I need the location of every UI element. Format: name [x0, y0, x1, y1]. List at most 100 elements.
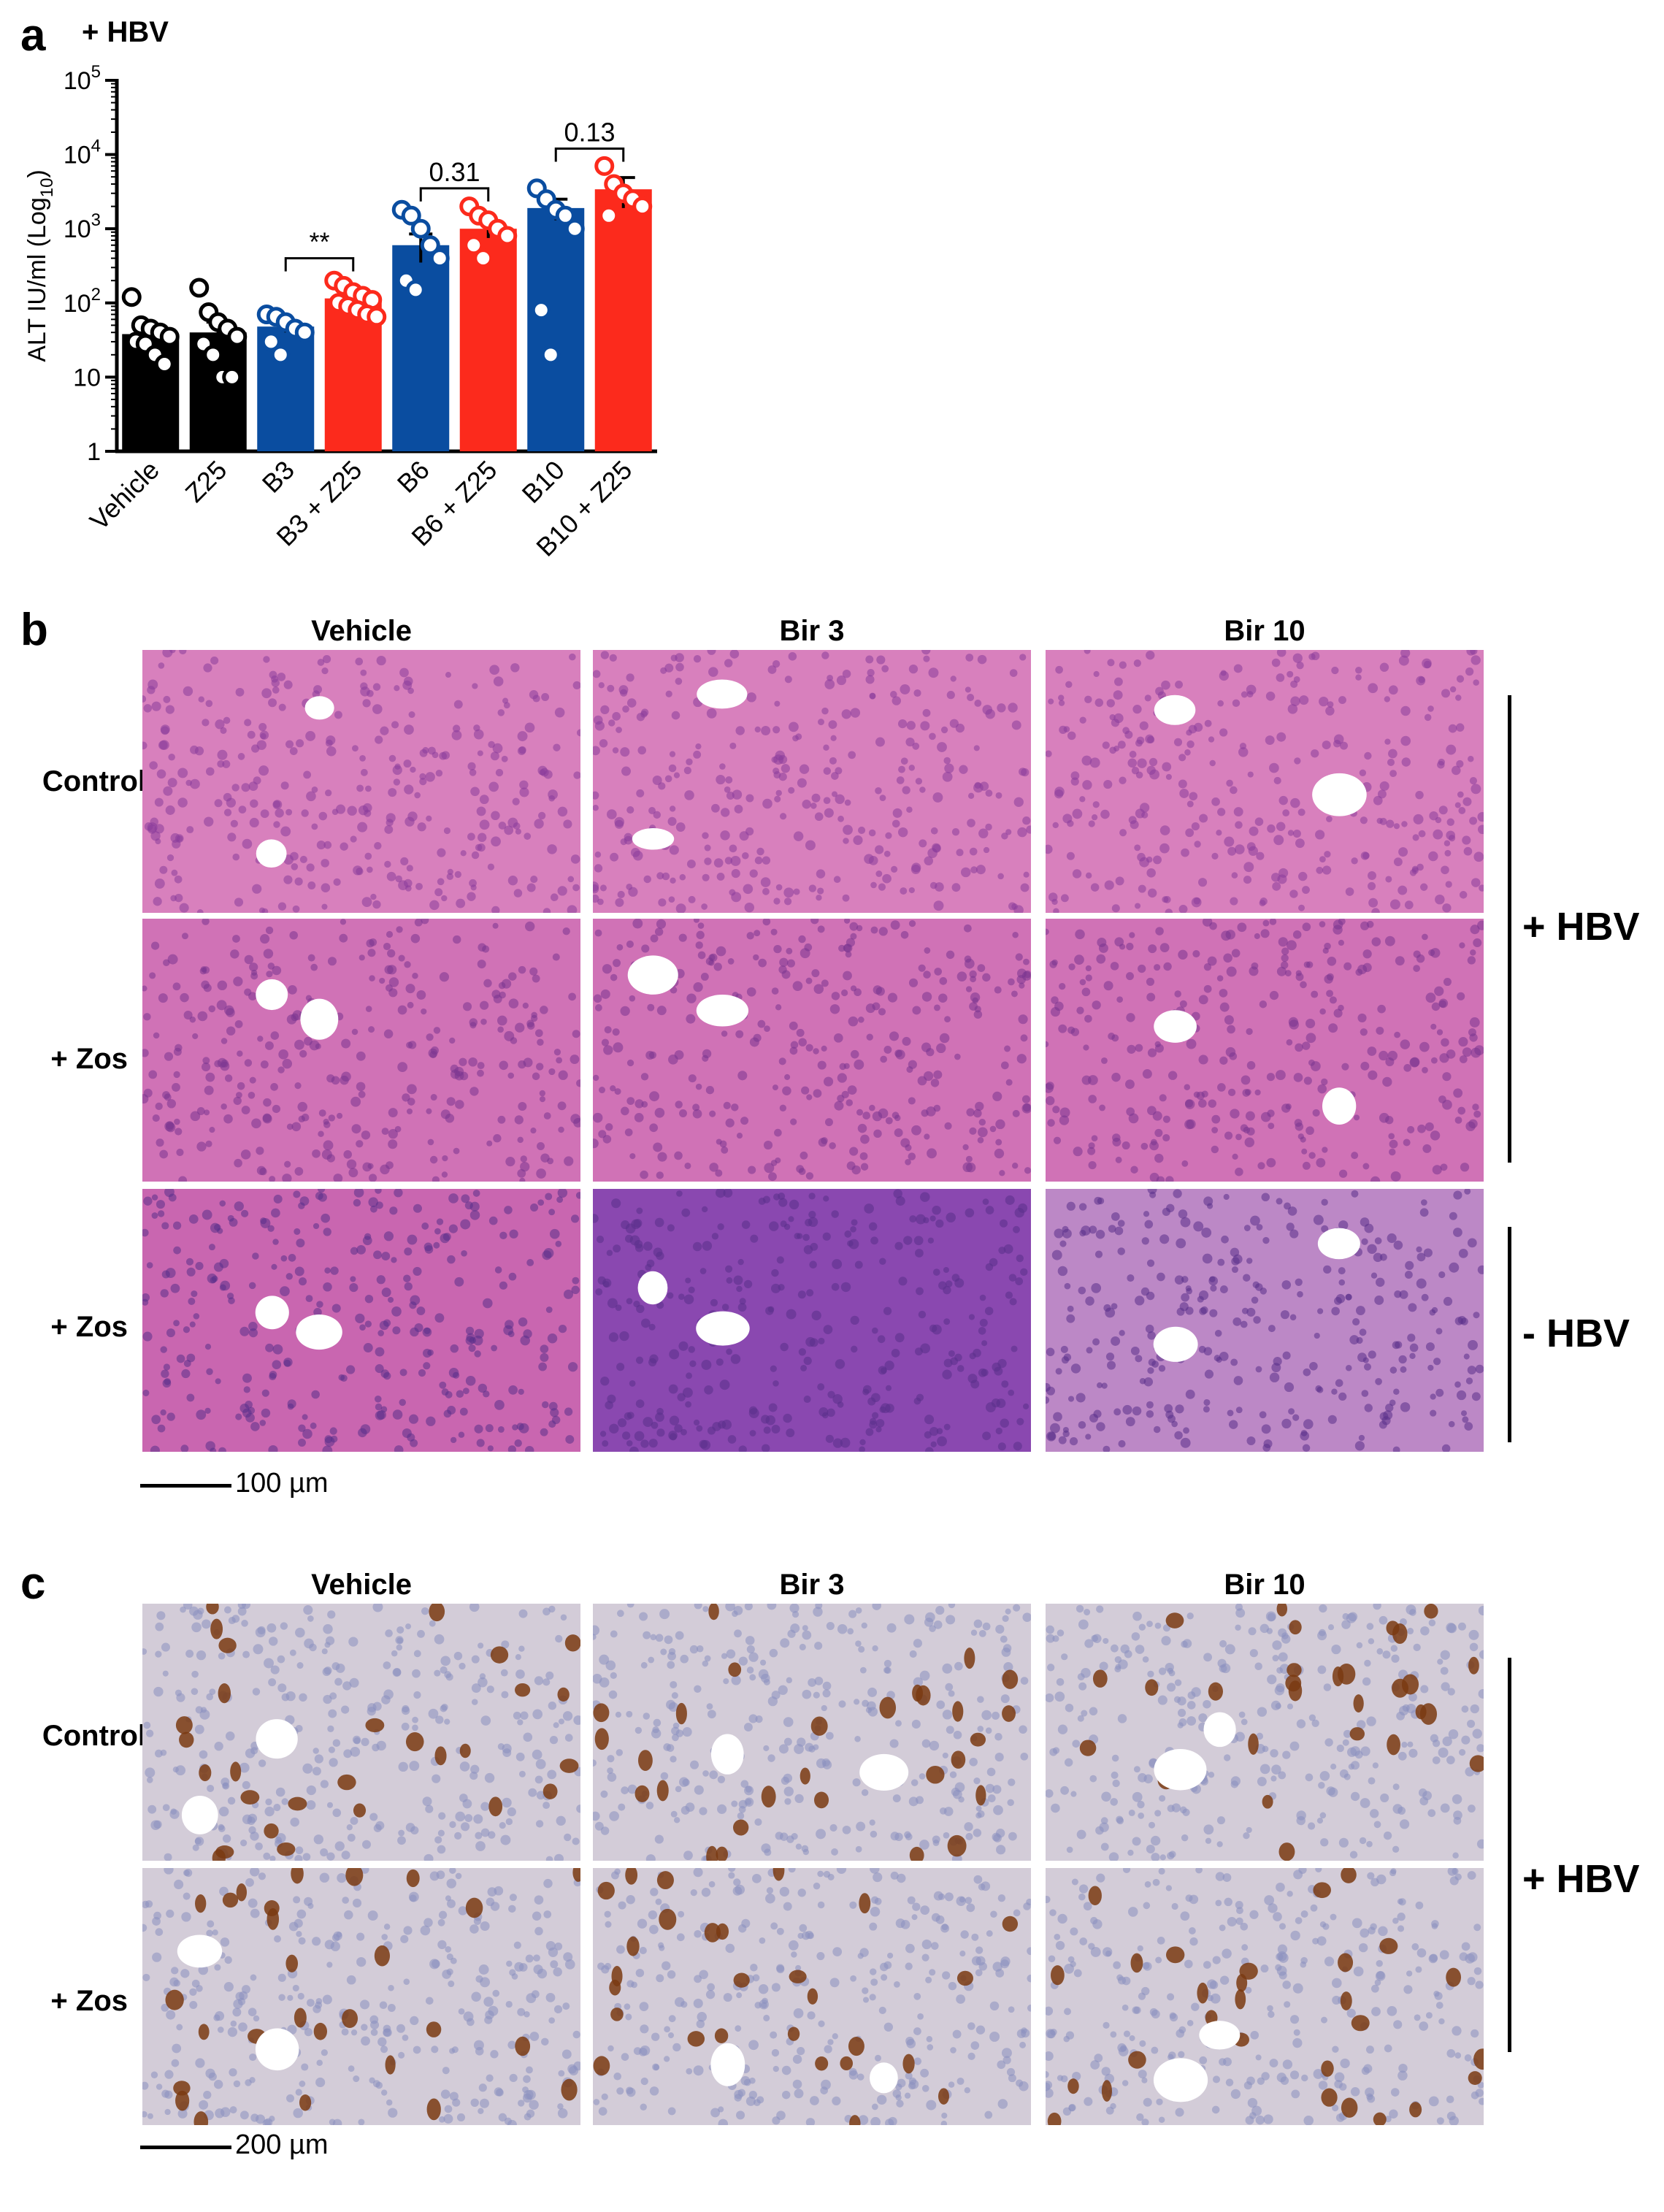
- cell-nucleus: [1074, 954, 1084, 965]
- cell-nucleus: [1451, 765, 1461, 776]
- cell-nucleus: [541, 693, 550, 701]
- cell-nucleus: [1468, 1629, 1479, 1640]
- bar: [594, 189, 652, 451]
- cell-nucleus: [328, 1114, 336, 1122]
- cell-nucleus: [543, 1112, 551, 1120]
- cell-nucleus: [287, 1403, 294, 1410]
- cell-nucleus: [510, 663, 520, 673]
- cell-nucleus: [228, 1297, 235, 1304]
- stained-cell: [365, 1718, 385, 1733]
- cell-nucleus: [975, 1101, 984, 1111]
- cell-nucleus: [1365, 2045, 1374, 2054]
- cell-nucleus: [1322, 865, 1332, 875]
- cell-nucleus: [1289, 889, 1298, 898]
- cell-nucleus: [1351, 1190, 1359, 1198]
- cell-nucleus: [303, 1605, 313, 1615]
- cell-nucleus: [685, 1401, 691, 1408]
- cell-nucleus: [313, 1748, 319, 1754]
- cell-nucleus: [835, 794, 845, 804]
- cell-nucleus: [1219, 1285, 1228, 1293]
- stained-cell: [1332, 1666, 1344, 1687]
- cell-nucleus: [275, 1787, 285, 1797]
- cell-nucleus: [600, 705, 610, 715]
- cell-nucleus: [296, 1239, 305, 1248]
- cell-nucleus: [332, 1808, 342, 1818]
- cell-nucleus: [278, 1049, 288, 1060]
- cell-nucleus: [1178, 949, 1188, 960]
- cell-nucleus: [553, 743, 561, 751]
- cell-nucleus: [866, 1033, 873, 1041]
- cell-nucleus: [790, 1118, 797, 1125]
- cell-nucleus: [1343, 1729, 1351, 1738]
- cell-nucleus: [854, 1735, 861, 1742]
- cell-nucleus: [497, 1026, 504, 1033]
- cell-nucleus: [151, 1194, 158, 1201]
- cell-nucleus: [289, 747, 298, 755]
- cell-nucleus: [881, 665, 889, 673]
- cell-nucleus: [1008, 1832, 1017, 1841]
- cell-nucleus: [1019, 654, 1027, 661]
- cell-nucleus: [894, 1128, 903, 1138]
- cell-nucleus: [534, 1029, 543, 1038]
- cell-nucleus: [1295, 1122, 1304, 1131]
- cell-nucleus: [454, 870, 462, 879]
- stained-cell: [656, 1780, 669, 1802]
- cell-nucleus: [196, 909, 204, 913]
- stained-cell: [1276, 1604, 1288, 1617]
- cell-nucleus: [824, 679, 835, 689]
- cell-nucleus: [1433, 1358, 1441, 1366]
- cell-nucleus: [727, 958, 735, 965]
- cell-nucleus: [831, 1282, 840, 1291]
- cell-nucleus: [159, 1149, 169, 1159]
- cell-nucleus: [1135, 771, 1143, 779]
- cell-nucleus: [272, 1344, 283, 1355]
- cell-nucleus: [202, 919, 210, 925]
- cell-nucleus: [805, 840, 816, 851]
- cell-nucleus: [1272, 881, 1281, 891]
- cell-nucleus: [594, 1821, 604, 1831]
- cell-nucleus: [1076, 1006, 1084, 1014]
- cell-nucleus: [1162, 762, 1172, 772]
- cell-nucleus: [1146, 1410, 1154, 1418]
- cell-nucleus: [564, 1959, 575, 1970]
- cell-nucleus: [746, 987, 756, 997]
- cell-nucleus: [519, 787, 529, 797]
- cell-nucleus: [1016, 2079, 1024, 2087]
- cell-nucleus: [1219, 728, 1228, 737]
- cell-nucleus: [790, 1041, 799, 1049]
- cell-nucleus: [413, 1650, 421, 1658]
- cell-nucleus: [1092, 1338, 1100, 1346]
- cell-nucleus: [375, 1364, 384, 1374]
- cell-nucleus: [249, 2077, 256, 2083]
- cell-nucleus: [909, 1215, 917, 1223]
- cell-nucleus: [346, 1824, 353, 1831]
- cell-nucleus: [434, 888, 443, 897]
- cell-nucleus: [456, 2113, 466, 2121]
- cell-nucleus: [808, 1678, 817, 1687]
- cell-nucleus: [150, 1445, 160, 1452]
- cell-nucleus: [545, 1193, 553, 1201]
- cell-nucleus: [1235, 1608, 1246, 1618]
- cell-nucleus: [659, 1609, 670, 1620]
- cell-nucleus: [779, 957, 789, 967]
- cell-nucleus: [862, 1997, 870, 2003]
- cell-nucleus: [307, 1999, 315, 2007]
- cell-nucleus: [746, 692, 756, 703]
- cell-nucleus: [985, 1402, 996, 1413]
- cell-nucleus: [166, 2010, 176, 2020]
- cell-nucleus: [1243, 876, 1252, 884]
- cell-nucleus: [1096, 1422, 1105, 1431]
- cell-nucleus: [454, 1832, 462, 1840]
- cell-nucleus: [1133, 659, 1141, 667]
- cell-nucleus: [421, 1222, 429, 1230]
- stained-cell: [733, 1819, 749, 1836]
- cell-nucleus: [1231, 1266, 1238, 1274]
- cell-nucleus: [821, 1704, 827, 1712]
- cell-nucleus: [1197, 1099, 1207, 1108]
- cell-nucleus: [1439, 1053, 1449, 1063]
- cell-nucleus: [985, 789, 993, 797]
- cell-nucleus: [1378, 1926, 1388, 1937]
- cell-nucleus: [313, 1308, 322, 1317]
- cell-nucleus: [247, 730, 256, 739]
- cell-nucleus: [734, 2089, 743, 2100]
